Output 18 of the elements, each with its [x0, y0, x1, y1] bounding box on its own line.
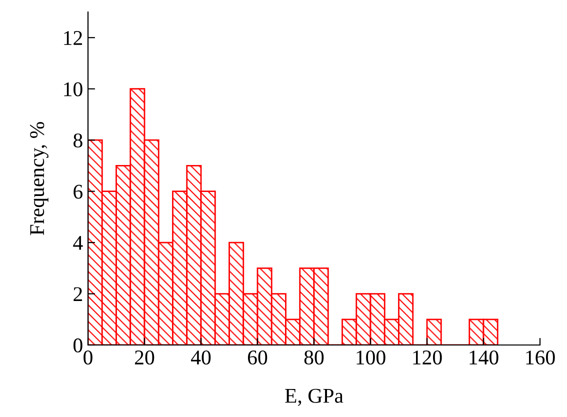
y-tick-label: 12 [64, 31, 82, 45]
x-tick-label: 100 [356, 350, 386, 365]
y-tick-label: 10 [64, 82, 82, 96]
x-axis-title: E, GPa [285, 388, 344, 406]
x-tick-label: 40 [190, 350, 211, 365]
x-tick-label: 80 [304, 350, 324, 365]
x-tick-label: 140 [470, 350, 498, 365]
x-tick-label: 160 [526, 350, 555, 365]
y-tick-label: 6 [74, 184, 83, 199]
x-tick-label: 60 [248, 350, 268, 365]
y-tick-label: 0 [74, 338, 82, 352]
y-tick-label: 8 [74, 133, 82, 148]
y-tick-label: 2 [74, 287, 82, 301]
x-tick-label: 120 [413, 350, 442, 365]
x-tick-label: 20 [135, 350, 154, 365]
x-tick-label: 0 [84, 350, 92, 365]
y-tick-label: 4 [73, 236, 83, 250]
y-axis-title: Frequency, % [30, 122, 48, 236]
